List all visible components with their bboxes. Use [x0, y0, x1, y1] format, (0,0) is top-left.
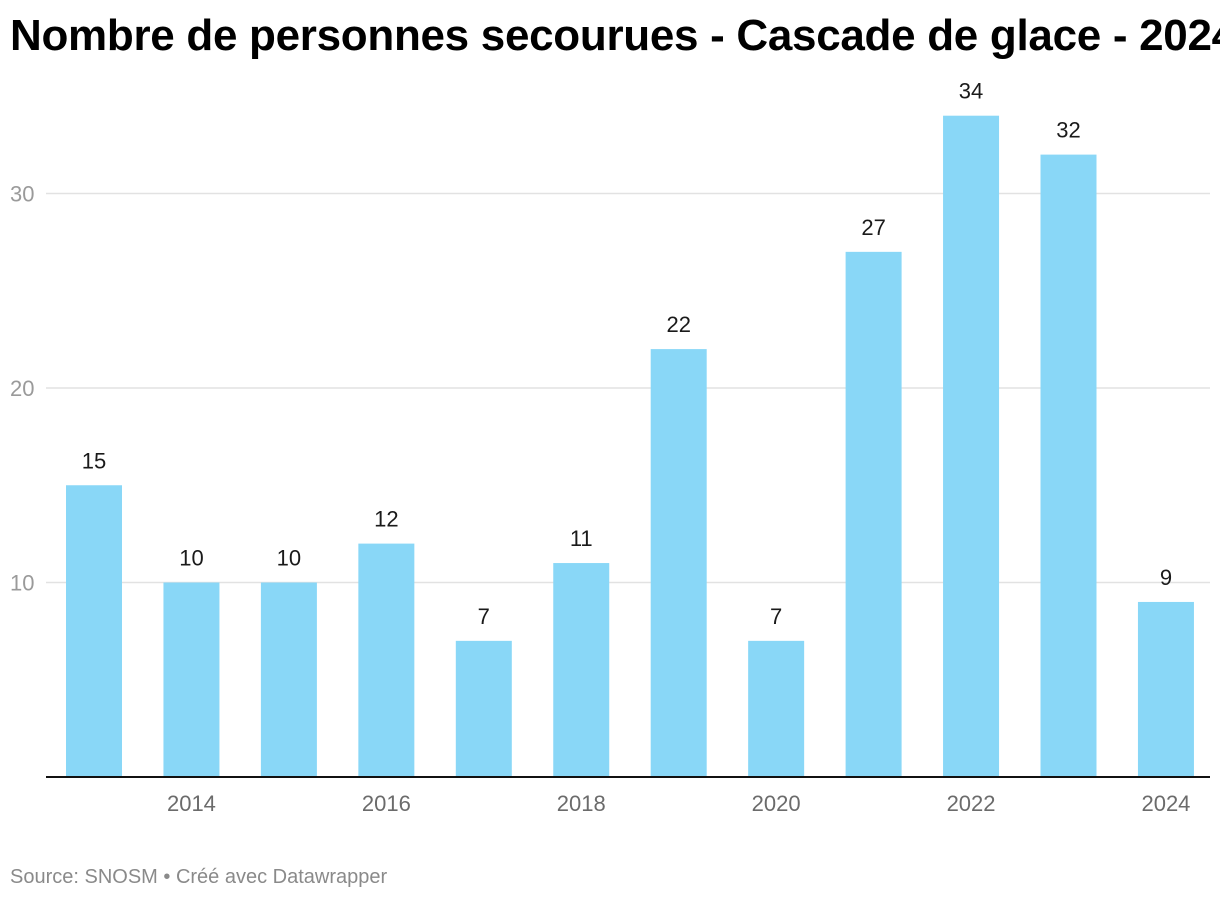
bar	[66, 485, 122, 777]
bar	[650, 349, 707, 777]
gridlines	[46, 192, 1210, 584]
x-tick-label: 2014	[167, 791, 216, 816]
axes: 10 20 30 2014 2016 2018 2020 2022 2024	[10, 182, 1210, 816]
bar	[748, 640, 805, 777]
bar-value-label: 34	[959, 79, 983, 104]
x-tick-label: 2020	[752, 791, 801, 816]
x-tick-label: 2024	[1141, 791, 1190, 816]
bar	[358, 543, 415, 777]
bar	[1137, 601, 1194, 777]
x-tick-label: 2022	[947, 791, 996, 816]
bar-value-label: 11	[570, 526, 593, 551]
bar-value-label: 22	[666, 312, 690, 337]
bar-value-label: 32	[1056, 118, 1080, 143]
bar-value-label: 12	[374, 507, 398, 532]
y-tick-label: 20	[10, 376, 34, 401]
bar	[455, 640, 512, 777]
bar	[943, 115, 1000, 777]
chart-title: Nombre de personnes secourues - Cascade …	[10, 11, 1220, 60]
x-tick-label: 2018	[557, 791, 606, 816]
bar-value-label: 10	[277, 546, 301, 571]
y-tick-label: 30	[10, 182, 34, 207]
bar-value-label: 10	[179, 546, 203, 571]
x-tick-label: 2016	[362, 791, 411, 816]
bar-value-label: 7	[770, 604, 782, 629]
bar-value-label: 15	[82, 448, 106, 473]
data-labels: 15 10 10 12 7 11 22 7 27 34 32 9	[82, 79, 1172, 629]
bar	[163, 582, 220, 777]
y-tick-label: 10	[10, 571, 34, 596]
bar	[260, 582, 317, 777]
bar	[1040, 154, 1097, 778]
bar-value-label: 7	[478, 604, 490, 629]
bar	[553, 563, 610, 777]
source-credit: Source: SNOSM • Créé avec Datawrapper	[10, 866, 388, 888]
bar-value-label: 9	[1160, 565, 1172, 590]
bar-value-label: 27	[861, 215, 885, 240]
bars	[66, 115, 1194, 778]
bar	[845, 251, 902, 778]
